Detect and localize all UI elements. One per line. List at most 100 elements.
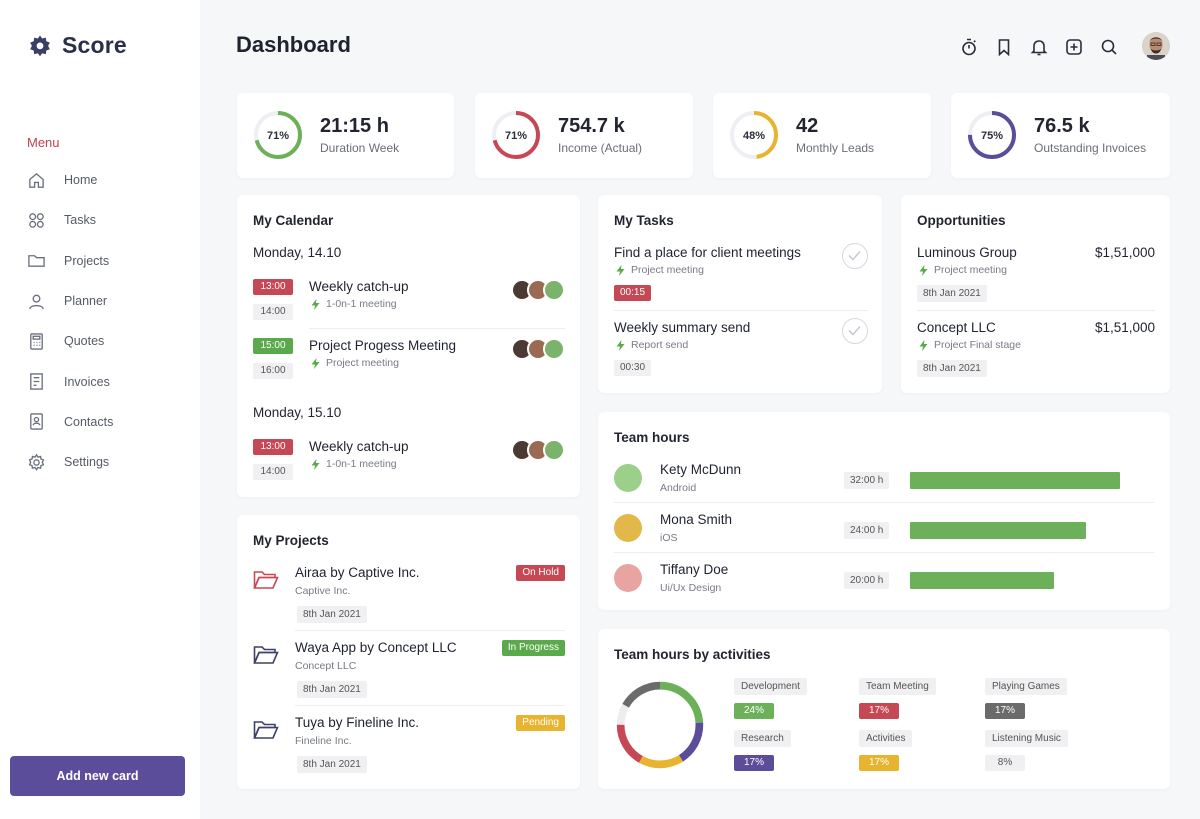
activity-name: Team Meeting [859, 678, 936, 695]
user-icon [29, 294, 44, 309]
activity-item: Research 17% [734, 730, 844, 780]
calendar-event[interactable]: 13:00 14:00 Weekly catch-up 1-0n-1 meeti… [253, 279, 565, 333]
task-item[interactable]: Weekly summary send Report send 00:30 [614, 318, 868, 380]
task-type: Project meeting [631, 264, 704, 276]
event-type: Project meeting [326, 357, 399, 369]
donut-segment-activities [616, 681, 704, 769]
add-new-card-button[interactable]: Add new card [10, 756, 185, 796]
bell-icon[interactable] [1029, 37, 1049, 57]
project-item[interactable]: Waya App by Concept LLC Concept LLC 8th … [253, 640, 565, 700]
hours-bar [910, 572, 1054, 589]
status-badge: Pending [516, 715, 565, 731]
attendee-avatars[interactable] [511, 439, 565, 461]
sidebar-item-invoices[interactable]: Invoices [27, 361, 197, 401]
calendar-event[interactable]: 13:00 14:00 Weekly catch-up 1-0n-1 meeti… [253, 439, 565, 493]
user-avatar-image [1142, 32, 1170, 60]
activity-item: Activities 17% [859, 730, 969, 780]
hours-bar-track [910, 572, 1154, 589]
event-start-time: 13:00 [253, 279, 293, 295]
timer-icon[interactable] [959, 37, 979, 57]
stat-value: 754.7 k [558, 115, 625, 137]
search-icon[interactable] [1099, 37, 1119, 57]
contacts-icon [30, 413, 43, 431]
sidebar-item-label: Planner [64, 294, 108, 309]
sidebar-item-tasks[interactable]: Tasks [27, 200, 197, 240]
check-icon [848, 250, 861, 261]
project-date: 8th Jan 2021 [297, 756, 367, 773]
stat-card-invoices[interactable]: 75% 76.5 k Outstanding Invoices [951, 93, 1170, 178]
status-badge: In Progress [501, 640, 565, 656]
card-title: My Calendar [253, 213, 334, 228]
sidebar-item-contacts[interactable]: Contacts [27, 402, 197, 442]
member-name: Tiffany Doe [660, 562, 729, 577]
bookmark-icon[interactable] [994, 37, 1014, 57]
sidebar-nav: Home Tasks Projects Planner Quotes Invoi… [27, 160, 197, 482]
menu-label: Menu [27, 135, 60, 150]
ring-progress [492, 111, 540, 159]
sidebar-item-planner[interactable]: Planner [27, 281, 197, 321]
app-name: Score [62, 32, 127, 58]
event-type: 1-0n-1 meeting [326, 298, 397, 310]
team-member-row[interactable]: Kety McDunn Android 32:00 h [614, 462, 1154, 508]
sidebar-item-label: Settings [64, 455, 110, 470]
avatar [543, 279, 565, 301]
folder-icon [253, 721, 279, 739]
folder-icon [253, 646, 279, 664]
day-label: Monday, 14.10 [253, 245, 342, 260]
project-company: Fineline Inc. [295, 735, 352, 747]
brand[interactable]: Score [28, 32, 127, 59]
avatar [614, 514, 642, 542]
card-title: Team hours by activities [614, 647, 771, 662]
activity-percent: 17% [859, 755, 899, 771]
ring-percent: 71% [505, 130, 527, 142]
sidebar-item-label: Tasks [64, 213, 96, 228]
activity-percent: 17% [734, 755, 774, 771]
opportunity-item[interactable]: Luminous Group $1,51,000 Project meeting… [917, 245, 1155, 305]
day-label: Monday, 15.10 [253, 405, 342, 420]
sidebar-item-projects[interactable]: Projects [27, 241, 197, 281]
stat-card-duration[interactable]: 71% 21:15 h Duration Week [237, 93, 454, 178]
stat-value: 42 [796, 115, 819, 137]
donut-segment-playing-games [616, 681, 704, 769]
sidebar-item-quotes[interactable]: Quotes [27, 321, 197, 361]
member-name: Mona Smith [660, 512, 733, 527]
user-avatar[interactable] [1142, 32, 1170, 60]
card-title: My Tasks [614, 213, 674, 228]
member-hours: 20:00 h [844, 572, 890, 589]
task-complete-checkbox[interactable] [842, 243, 868, 269]
projects-card: My Projects Airaa by Captive Inc. Captiv… [237, 515, 580, 789]
donut-segment-team-meeting [616, 681, 704, 769]
member-role: iOS [660, 532, 678, 544]
sidebar-item-settings[interactable]: Settings [27, 442, 197, 482]
activity-percent: 8% [985, 755, 1025, 771]
plus-square-icon[interactable] [1064, 37, 1084, 57]
sidebar-item-home[interactable]: Home [27, 160, 197, 200]
opportunity-item[interactable]: Concept LLC $1,51,000 Project Final stag… [917, 320, 1155, 380]
ring-progress [968, 111, 1016, 159]
stat-card-income[interactable]: 71% 754.7 k Income (Actual) [475, 93, 693, 178]
team-member-row[interactable]: Tiffany Doe Ui/Ux Design 20:00 h [614, 562, 1154, 608]
task-subtitle: Report send [616, 339, 688, 351]
stat-card-leads[interactable]: 48% 42 Monthly Leads [713, 93, 931, 178]
task-title: Weekly summary send [614, 320, 751, 335]
project-item[interactable]: Airaa by Captive Inc. Captive Inc. 8th J… [253, 565, 565, 625]
task-item[interactable]: Find a place for client meetings Project… [614, 243, 868, 305]
attendee-avatars[interactable] [511, 338, 565, 360]
team-member-row[interactable]: Mona Smith iOS 24:00 h [614, 512, 1154, 558]
project-item[interactable]: Tuya by Fineline Inc. Fineline Inc. 8th … [253, 715, 565, 775]
sidebar-item-label: Contacts [64, 414, 114, 429]
calendar-event[interactable]: 15:00 16:00 Project Progess Meeting Proj… [253, 338, 565, 392]
project-company: Concept LLC [295, 660, 357, 672]
project-company: Captive Inc. [295, 585, 351, 597]
event-subtitle: Project meeting [311, 357, 399, 369]
stat-label: Income (Actual) [558, 141, 643, 155]
attendee-avatars[interactable] [511, 279, 565, 301]
task-complete-checkbox[interactable] [842, 318, 868, 344]
calendar-card: My Calendar Monday, 14.10 13:00 14:00 We… [237, 195, 580, 497]
project-date: 8th Jan 2021 [297, 606, 367, 623]
project-name: Airaa by Captive Inc. [295, 565, 420, 580]
project-name: Waya App by Concept LLC [295, 640, 457, 655]
divider [295, 705, 565, 706]
progress-ring: 71% [492, 111, 540, 159]
activity-name: Playing Games [985, 678, 1067, 695]
